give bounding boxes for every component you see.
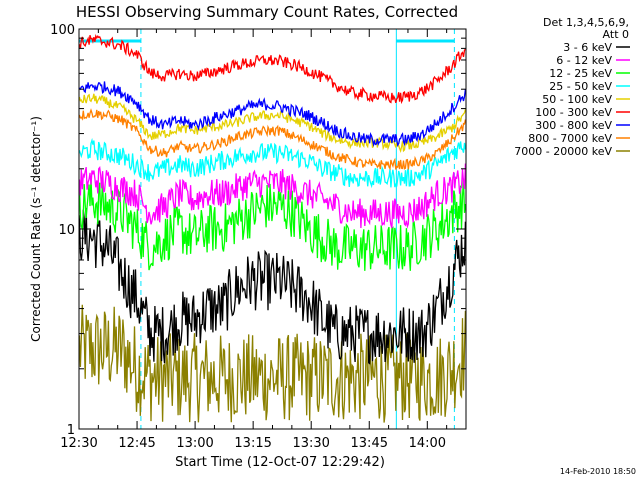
- series-line: [78, 304, 467, 423]
- y-axis-label: Corrected Count Rate (s⁻¹ detector⁻¹): [29, 116, 43, 342]
- legend-label: 12 - 25 keV: [549, 67, 612, 80]
- y-tick-label: 1: [67, 423, 75, 438]
- series-line: [78, 93, 467, 154]
- series-line: [78, 137, 467, 189]
- series-line: [78, 208, 467, 365]
- legend-header-line-2: Att 0: [603, 28, 629, 41]
- y-tick-label: 100: [50, 23, 75, 38]
- series-layer: [78, 33, 467, 423]
- legend-label: 25 - 50 keV: [549, 80, 612, 93]
- x-tick-label: 13:00: [176, 436, 213, 451]
- y-axis: 1 10 100: [50, 23, 466, 438]
- y-tick-label: 10: [58, 223, 75, 238]
- legend-label: 300 - 800 keV: [535, 119, 612, 132]
- x-axis-label: Start Time (12-Oct-07 12:29:42): [175, 455, 385, 470]
- legend-label: 800 - 7000 keV: [528, 132, 612, 145]
- x-tick-label: 14:00: [409, 436, 446, 451]
- legend-label: 7000 - 20000 keV: [514, 145, 612, 158]
- legend-label: 3 - 6 keV: [563, 41, 612, 54]
- x-tick-label: 13:15: [234, 436, 271, 451]
- x-axis: 12:30 12:45 13:00 13:15 13:30 13:45 14:00: [60, 29, 467, 451]
- legend-header-line-1: Det 1,3,4,5,6,9,: [543, 16, 629, 29]
- series-line: [78, 178, 467, 271]
- legend-label: 50 - 100 keV: [542, 93, 612, 106]
- chart-title: HESSI Observing Summary Count Rates, Cor…: [76, 3, 458, 21]
- x-tick-label: 13:30: [292, 436, 329, 451]
- legend-label: 6 - 12 keV: [556, 54, 612, 67]
- footer-date: 14-Feb-2010 18:50: [560, 467, 636, 476]
- series-line: [78, 163, 467, 229]
- series-line: [78, 108, 467, 171]
- x-tick-label: 12:30: [60, 436, 97, 451]
- x-tick-label: 12:45: [118, 436, 155, 451]
- series-line: [78, 33, 466, 105]
- x-tick-label: 13:45: [351, 436, 388, 451]
- legend-label: 100 - 300 keV: [535, 106, 612, 119]
- series-line: [78, 81, 467, 148]
